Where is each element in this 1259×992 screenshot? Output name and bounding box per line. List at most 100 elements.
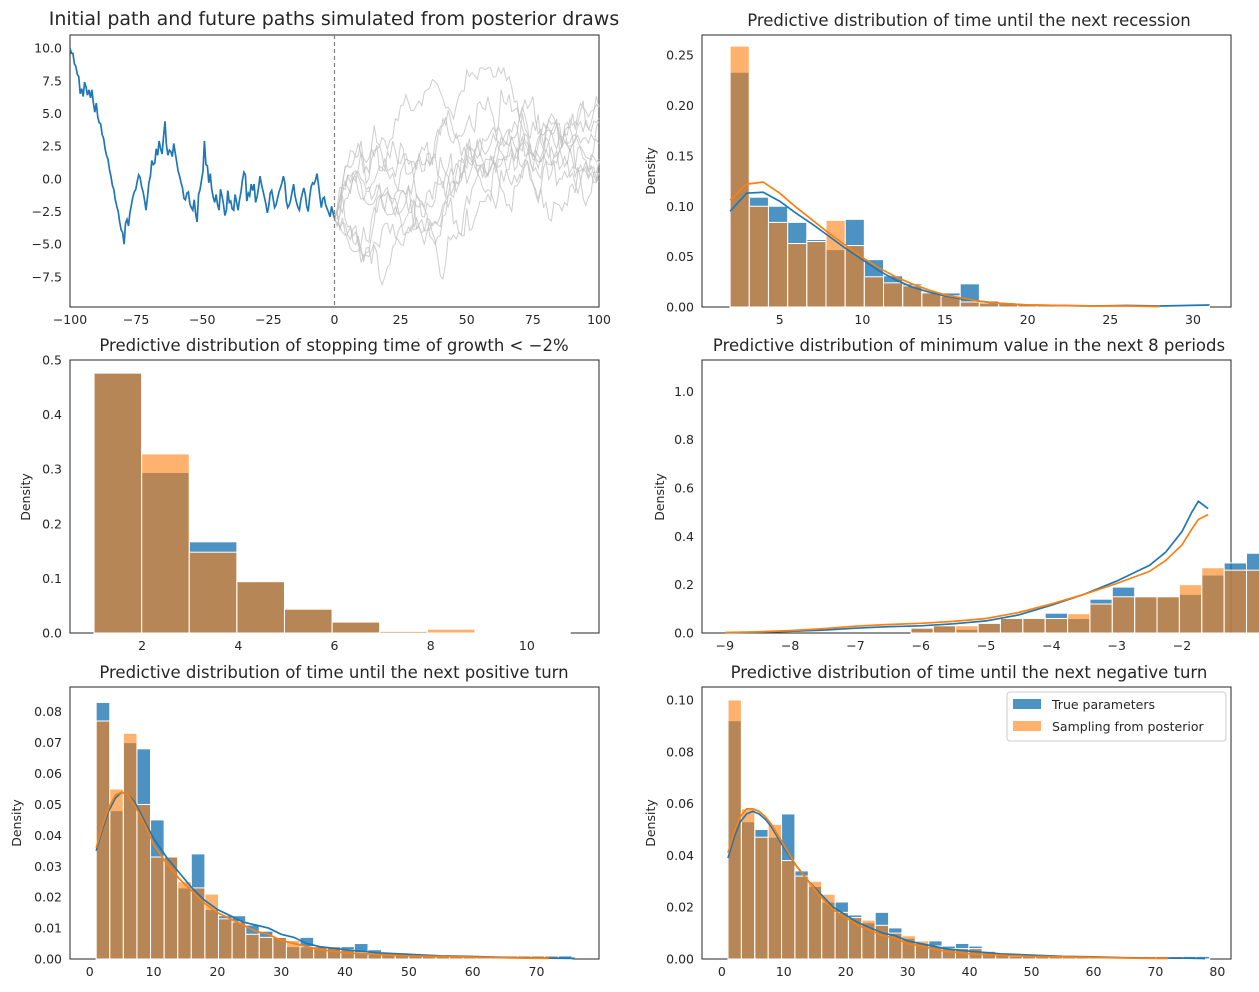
x-tick-label: 60: [1086, 964, 1102, 979]
bar-posterior: [806, 241, 827, 308]
y-tick-label: 0.00: [666, 952, 694, 967]
y-tick-label: 0.00: [666, 300, 694, 315]
x-tick-label: 30: [900, 964, 916, 979]
y-tick-label: 0.08: [666, 744, 694, 759]
x-tick-label: −7: [846, 638, 864, 653]
panel-minimum-value: Predictive distribution of minimum value…: [652, 336, 1259, 653]
bar-posterior: [863, 276, 885, 308]
bar-posterior: [1134, 596, 1158, 634]
y-tick-label: 0.00: [34, 952, 62, 967]
y-axis-label: Density: [9, 799, 24, 847]
y-tick-label: 1.0: [674, 384, 694, 399]
bar-posterior: [767, 823, 783, 960]
y-tick-label: 0.2: [42, 516, 62, 531]
chart-title: Predictive distribution of time until th…: [731, 663, 1208, 682]
kde-line-posterior: [95, 791, 550, 960]
x-tick-label: 6: [331, 638, 339, 653]
bar-posterior: [379, 630, 428, 634]
bar-posterior: [740, 808, 756, 960]
legend-swatch-true: [1013, 699, 1041, 709]
x-tick-label: 4: [234, 638, 242, 653]
chart-title: Initial path and future paths simulated …: [49, 8, 620, 30]
y-tick-label: 0.08: [34, 704, 62, 719]
y-tick-label: 0.1: [42, 571, 62, 586]
plot-area: [93, 372, 571, 634]
kde-line-true-parameters: [724, 500, 1209, 634]
bar-posterior: [883, 282, 904, 308]
bar-posterior: [245, 933, 260, 960]
x-tick-label: 30: [1185, 312, 1201, 327]
x-tick-labels: −9 −8 −7 −6 −5 −4 −3 −2: [716, 638, 1192, 653]
bar-posterior: [748, 205, 769, 308]
y-tick-label: 0.25: [666, 48, 694, 63]
x-tick-label: 10: [519, 638, 535, 653]
initial-path-line: [69, 47, 336, 245]
bar-posterior: [258, 936, 274, 960]
bar-posterior: [932, 625, 957, 634]
y-tick-label: 0.02: [34, 890, 62, 905]
x-tick-label: 30: [273, 964, 289, 979]
bar-posterior: [122, 732, 138, 960]
x-tick-label: 25: [393, 312, 409, 327]
x-tick-label: 5: [776, 312, 784, 327]
y-tick-label: 0.4: [42, 407, 62, 422]
y-tick-label: 0.06: [34, 766, 62, 781]
y-tick-label: 0.10: [666, 692, 694, 707]
y-tick-label: 0.01: [34, 921, 62, 936]
y-tick-labels: 0.00 0.01 0.02 0.03 0.04 0.05 0.06 0.07 0.08: [34, 704, 62, 966]
x-tick-label: −5: [977, 638, 995, 653]
y-tick-labels: 0.0 0.1 0.2 0.3 0.4 0.5: [42, 353, 62, 641]
y-tick-label: 0.0: [42, 626, 62, 641]
x-tick-label: 70: [1147, 964, 1163, 979]
y-tick-label: −7.5: [32, 269, 62, 284]
bar-posterior: [141, 453, 190, 634]
x-tick-label: 100: [587, 312, 611, 327]
y-tick-label: 0.5: [42, 353, 62, 368]
legend-frame: [1006, 691, 1227, 742]
bar-posterior: [787, 243, 808, 308]
plot-area: [724, 500, 1259, 634]
y-tick-labels: 0.00 0.05 0.10 0.15 0.20 0.25: [666, 48, 694, 315]
x-tick-label: 8: [427, 638, 435, 653]
y-tick-label: 0.4: [674, 529, 694, 544]
y-tick-label: 0.04: [666, 848, 694, 863]
y-tick-labels: 0.0 0.2 0.4 0.6 0.8 1.0: [674, 384, 694, 641]
x-tick-label: 50: [459, 312, 475, 327]
bar-posterior: [1201, 567, 1225, 634]
x-tick-labels: 5 10 15 20 25 30: [776, 312, 1201, 327]
bar-posterior: [1089, 603, 1113, 634]
x-tick-label: −25: [255, 312, 281, 327]
y-tick-label: 5.0: [42, 106, 62, 121]
y-tick-labels: 0.00 0.02 0.04 0.06 0.08 0.10: [666, 692, 694, 966]
x-tick-labels: 0 10 20 30 40 50 60 70 80: [718, 964, 1226, 979]
y-tick-label: 0.20: [666, 98, 694, 113]
bar-posterior: [1044, 618, 1069, 634]
panel-negative-turn: Predictive distribution of time until th…: [643, 663, 1232, 979]
y-tick-label: 0.02: [666, 900, 694, 915]
y-tick-label: 7.5: [42, 73, 62, 88]
bar-posterior: [1178, 584, 1203, 634]
bar-posterior: [150, 856, 165, 960]
x-tick-label: −50: [189, 312, 215, 327]
simulated-future-path: [334, 117, 600, 260]
bar-posterior: [93, 372, 143, 634]
y-axis-label: Density: [18, 473, 33, 521]
bar-posterior: [794, 875, 809, 960]
simulated-future-path: [334, 125, 600, 236]
legend-label-posterior: Sampling from posterior: [1052, 719, 1204, 734]
y-tick-label: 0.6: [674, 481, 694, 496]
x-tick-label: 20: [209, 964, 225, 979]
x-tick-labels: 0 10 20 30 40 50 60 70: [86, 964, 545, 979]
bar-posterior: [754, 836, 769, 960]
simulated-future-path: [334, 96, 600, 253]
x-tick-label: 15: [937, 312, 953, 327]
bar-posterior: [1111, 596, 1136, 634]
y-tick-label: 0.03: [34, 859, 62, 874]
bar-posterior: [910, 627, 934, 634]
x-tick-label: 10: [146, 964, 162, 979]
chart-title: Predictive distribution of minimum value…: [713, 336, 1225, 355]
simulated-future-path: [334, 102, 600, 219]
x-tick-label: −3: [1107, 638, 1125, 653]
plot-area: [95, 701, 575, 960]
